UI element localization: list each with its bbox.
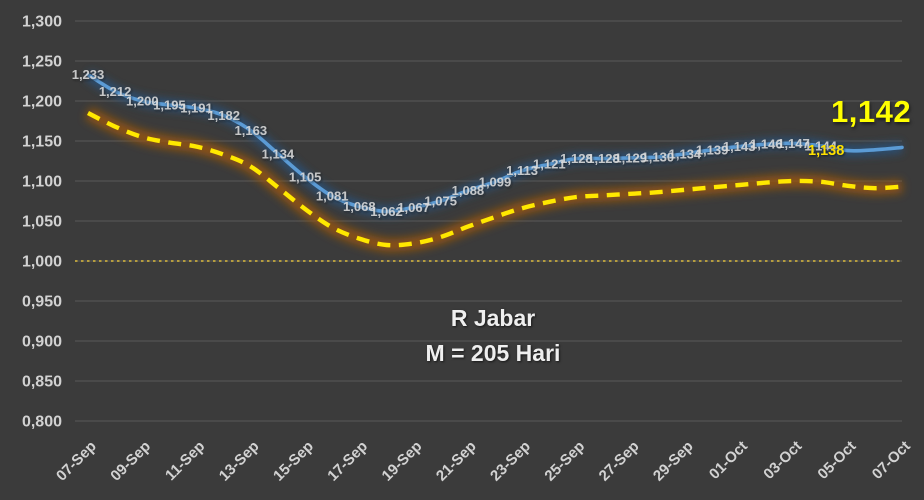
- data-point-label: 1,144: [804, 138, 837, 153]
- data-point-label: 1,191: [180, 101, 213, 116]
- x-axis-tick-label: 03-Oct: [760, 438, 805, 483]
- x-axis-tick-label: 01-Oct: [706, 438, 751, 483]
- data-point-label: 1,121: [533, 157, 566, 172]
- y-axis-tick-label: 1,000: [22, 254, 62, 271]
- data-point-label: 1,075: [424, 194, 457, 209]
- data-point-label: 1,128: [560, 151, 593, 166]
- x-axis-tick-label: 05-Oct: [814, 438, 859, 483]
- y-axis-tick-label: 1,200: [22, 94, 62, 111]
- final-value-callout: 1,142: [831, 94, 912, 129]
- data-point-label: 1,200: [126, 94, 159, 109]
- data-point-label: 1,147: [777, 136, 810, 151]
- x-axis-tick-label: 19-Sep: [379, 438, 426, 485]
- y-axis-labels: 1,300 1,250 1,200 1,150 1,100 1,050 1,000 0,950…: [22, 14, 62, 431]
- data-point-label: 1,143: [723, 139, 756, 154]
- x-axis-tick-label: 07-Sep: [53, 438, 100, 485]
- y-axis-tick-label: 1,250: [22, 54, 62, 71]
- data-point-label: 1,067: [397, 200, 430, 215]
- data-point-label: 1,182: [207, 108, 240, 123]
- data-point-label: 1,088: [452, 183, 485, 198]
- data-point-label: 1,129: [614, 150, 647, 165]
- x-axis-tick-label: 23-Sep: [487, 438, 534, 485]
- x-axis-tick-label: 21-Sep: [433, 438, 480, 485]
- y-axis-tick-label: 0,950: [22, 294, 62, 311]
- data-point-label: 1,195: [153, 98, 186, 113]
- data-point-label: 1,134: [669, 146, 702, 161]
- data-point-label: 1,128: [587, 151, 620, 166]
- y-axis-tick-label: 1,150: [22, 134, 62, 151]
- data-point-label: 1,163: [235, 123, 268, 138]
- data-point-label: 1,113: [506, 163, 538, 178]
- x-axis-tick-label: 27-Sep: [596, 438, 643, 485]
- x-axis-tick-label: 25-Sep: [541, 438, 588, 485]
- chart-center-text: R Jabar M = 205 Hari: [343, 301, 643, 371]
- data-point-label: 1,062: [370, 204, 403, 219]
- y-axis-tick-label: 1,300: [22, 14, 62, 31]
- data-point-label: 1,081: [316, 189, 349, 204]
- duration-label: M = 205 Hari: [425, 340, 561, 366]
- data-point-label: 1,134: [262, 146, 295, 161]
- data-point-label: 1,130: [642, 150, 675, 165]
- x-axis-tick-label: 07-Oct: [869, 438, 914, 483]
- y-axis-tick-label: 0,800: [22, 414, 62, 431]
- data-point-label: 1,146: [750, 137, 783, 152]
- y-axis-tick-label: 1,100: [22, 174, 62, 191]
- region-label: R Jabar: [450, 305, 536, 331]
- y-axis-tick-label: 0,900: [22, 334, 62, 351]
- x-axis-tick-label: 29-Sep: [650, 438, 697, 485]
- secondary-value-label: 1,138: [808, 143, 845, 159]
- x-axis-tick-label: 11-Sep: [162, 438, 208, 484]
- y-axis-tick-label: 0,850: [22, 374, 62, 391]
- data-point-label: 1,139: [696, 142, 729, 157]
- blue-line: [86, 72, 904, 214]
- x-axis-tick-label: 09-Sep: [107, 438, 154, 485]
- y-axis-tick-label: 1,050: [22, 214, 62, 231]
- data-point-label: 1,068: [343, 199, 376, 214]
- x-axis-tick-label: 15-Sep: [270, 438, 317, 485]
- data-point-label: 1,233: [72, 67, 105, 82]
- data-point-label: 1,212: [99, 84, 132, 99]
- data-point-label: 1,099: [479, 174, 512, 189]
- x-axis-tick-label: 17-Sep: [324, 438, 371, 485]
- data-point-label: 1,105: [289, 170, 322, 185]
- yellow-dashed-line: [86, 111, 903, 248]
- x-axis-tick-label: 13-Sep: [216, 438, 263, 485]
- x-axis-labels: 07-Sep 09-Sep 11-Sep 13-Sep 15-Sep 17-Sep 19-S…: [53, 438, 914, 485]
